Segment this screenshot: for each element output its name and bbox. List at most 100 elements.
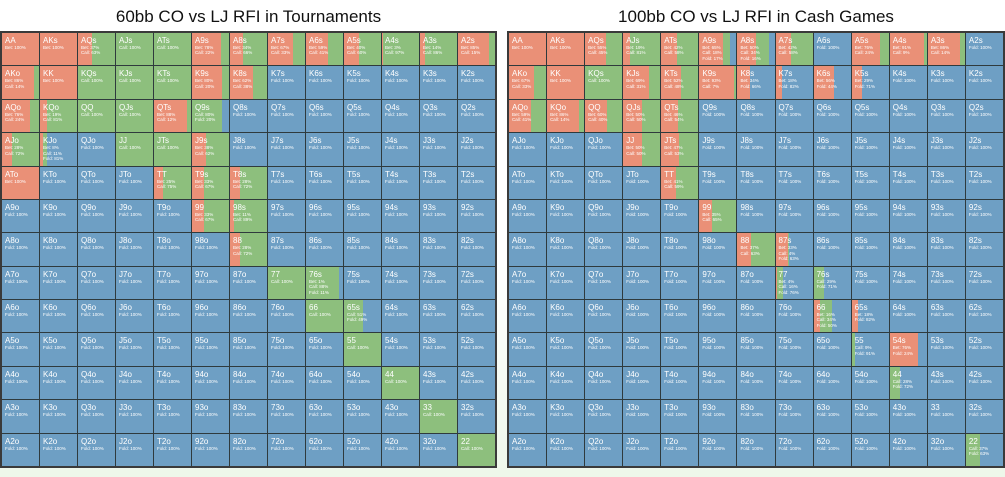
frequency-label: Fold: 100% [854, 278, 878, 284]
hand-cell-KQo: KQo Bet: 19% Call: 81% [40, 99, 77, 133]
hand-label: A4s [385, 36, 399, 45]
fold-fill [585, 300, 623, 333]
frequency-label: Fold: 100% [309, 412, 332, 418]
frequency-label: Bet: 59% [512, 111, 531, 117]
hand-cell-Q5o: Q5o Fold: 100% [585, 333, 623, 366]
bet-fill [40, 99, 48, 133]
fold-fill [661, 300, 699, 333]
hand-cell-94o: 94o Fold: 100% [192, 366, 229, 400]
hand-label: KQs [588, 69, 604, 79]
fold-fill [78, 199, 115, 233]
hand-label: T9o [664, 202, 679, 212]
hand-label: K8s [740, 69, 755, 79]
fold-fill [547, 333, 585, 366]
bet-fill [585, 99, 608, 133]
fold-fill [268, 99, 305, 133]
frequency-label: Fold: 100% [968, 78, 992, 84]
hand-label: T4s [385, 169, 399, 179]
frequency-label: Fold: 100% [550, 211, 573, 217]
hand-cell-85o: 85o Fold: 100% [230, 333, 267, 366]
call-fill [306, 300, 343, 333]
frequency-label: Fold: 100% [81, 245, 104, 251]
frequency-label: Bet: 38% [195, 145, 214, 151]
frequency-label: Fold: 100% [512, 412, 535, 418]
call-fill [327, 33, 343, 66]
frequency-label: Fold: 100% [461, 278, 484, 284]
frequency-label: Fold: 100% [423, 445, 446, 451]
fold-fill [40, 433, 77, 466]
hand-label: J6o [119, 303, 132, 313]
hand-cell-A6o: A6o Fold: 100% [509, 300, 547, 333]
fold-fill [154, 400, 191, 433]
fold-fill [154, 199, 191, 233]
hand-cell-KQs: KQs Call: 100% [585, 66, 623, 99]
hand-cell-Q2o: Q2o Fold: 100% [78, 433, 115, 466]
call-fill [42, 133, 48, 166]
call-fill [676, 33, 699, 66]
bet-fill [547, 66, 585, 99]
call-fill [163, 166, 191, 199]
hand-label: 99 [195, 202, 204, 212]
frequency-label: Bet: 1% [309, 278, 325, 284]
fold-fill [78, 133, 115, 166]
tournament-range-panel: 60bb CO vs LJ RFI in Tournaments AA Bet: … [0, 0, 497, 468]
hand-cell-K7s: K7s Fold: 100% [268, 66, 305, 99]
hand-cell-Q7s: Q7s Fold: 100% [268, 99, 305, 133]
hand-label: KK [550, 69, 561, 79]
frequency-label: Fold: 100% [550, 312, 573, 318]
hand-cell-J5s: J5s Fold: 100% [344, 133, 381, 166]
frequency-label: Fold: 100% [512, 278, 535, 284]
frequency-label: Fold: 100% [157, 278, 180, 284]
hand-cell-54s: 54s Bet: 76% Fold: 24% [889, 333, 927, 366]
frequency-label: Bet: 19% [43, 111, 62, 117]
hand-label: K4s [892, 69, 907, 79]
fold-fill [851, 233, 889, 266]
hand-label: 54o [854, 369, 869, 379]
fold-fill [889, 300, 927, 333]
frequency-label: Fold: 100% [588, 312, 611, 318]
hand-label: Q2o [81, 436, 97, 446]
hand-cell-A4o: A4o Fold: 100% [509, 366, 547, 400]
hand-label: T2o [157, 436, 171, 446]
hand-label: 52o [347, 436, 361, 446]
fold-fill [585, 166, 623, 199]
frequency-label: Fold: 100% [664, 312, 688, 318]
frequency-label: Call: 81% [43, 117, 63, 123]
hand-cell-K5o: K5o Fold: 100% [40, 333, 77, 366]
frequency-label: Call: 100% [309, 312, 331, 318]
frequency-label: Bet: 65% [702, 45, 721, 50]
hand-label: K3s [423, 69, 437, 79]
fold-fill [730, 33, 737, 66]
hand-cell-A3o: A3o Fold: 100% [509, 400, 547, 433]
hand-label: A7o [5, 269, 20, 279]
hand-cell-87o: 87o Fold: 100% [737, 266, 775, 300]
hand-label: J2o [119, 436, 132, 446]
fold-fill [268, 233, 305, 266]
hand-label: 55 [854, 336, 864, 346]
hand-label: AJo [512, 136, 526, 146]
frequency-label: Fold: 100% [347, 378, 370, 384]
chart-title: 60bb CO vs LJ RFI in Tournaments [115, 7, 382, 26]
frequency-label: Fold: 100% [461, 245, 484, 251]
fold-fill [917, 333, 927, 366]
frequency-label: Bet: 18% [854, 312, 873, 318]
bet-fill [78, 33, 92, 66]
hand-label: 53s [930, 336, 944, 346]
frequency-label: Fold: 100% [119, 278, 142, 284]
bet-fill [813, 300, 820, 333]
frequency-label: Fold: 100% [512, 345, 535, 351]
call-fill [78, 99, 115, 133]
hand-cell-A5s: A5s Bet: 76% Call: 24% [851, 33, 889, 66]
frequency-label: Fold: 100% [702, 312, 726, 318]
frequency-label: Fold: 100% [461, 145, 484, 151]
hand-label: 54s [892, 336, 906, 346]
hand-cell-Q3o: Q3o Fold: 100% [78, 400, 115, 433]
bet-fill [420, 33, 426, 66]
hand-cell-32s: 32s Fold: 100% [965, 400, 1003, 433]
hand-label: 94s [385, 202, 398, 212]
fold-fill [965, 133, 1003, 166]
frequency-label: Fold: 100% [816, 111, 840, 117]
frequency-label: Fold: 100% [43, 178, 66, 184]
frequency-label: Call: 18% [702, 50, 722, 56]
hand-label: J4s [385, 136, 398, 146]
